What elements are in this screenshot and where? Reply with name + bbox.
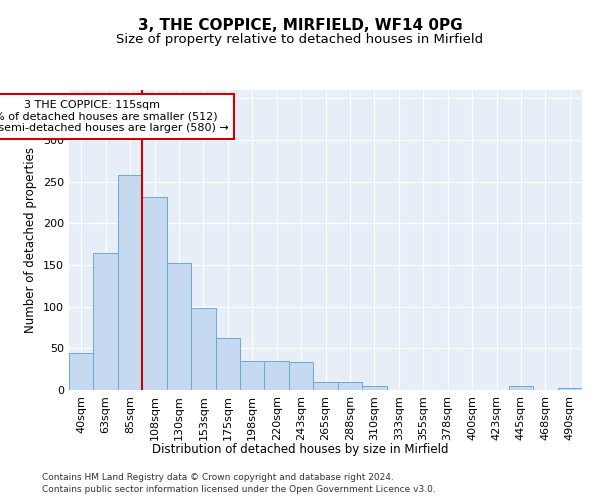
Bar xyxy=(289,362,313,390)
Bar xyxy=(313,382,338,390)
Bar xyxy=(94,252,118,390)
Text: Contains public sector information licensed under the Open Government Licence v3: Contains public sector information licen… xyxy=(42,485,436,494)
Text: Size of property relative to detached houses in Mirfield: Size of property relative to detached ho… xyxy=(116,32,484,46)
Bar xyxy=(118,175,142,390)
Text: 3, THE COPPICE, MIRFIELD, WF14 0PG: 3, THE COPPICE, MIRFIELD, WF14 0PG xyxy=(137,18,463,32)
Bar xyxy=(240,361,265,390)
Text: 3 THE COPPICE: 115sqm
← 47% of detached houses are smaller (512)
53% of semi-det: 3 THE COPPICE: 115sqm ← 47% of detached … xyxy=(0,100,229,133)
Bar xyxy=(338,382,362,390)
Bar xyxy=(191,308,215,390)
Bar xyxy=(265,361,289,390)
Y-axis label: Number of detached properties: Number of detached properties xyxy=(25,147,37,333)
Text: Contains HM Land Registry data © Crown copyright and database right 2024.: Contains HM Land Registry data © Crown c… xyxy=(42,472,394,482)
Bar xyxy=(69,354,94,390)
Bar xyxy=(509,386,533,390)
Text: Distribution of detached houses by size in Mirfield: Distribution of detached houses by size … xyxy=(152,442,448,456)
Bar xyxy=(557,388,582,390)
Bar xyxy=(167,264,191,390)
Bar xyxy=(142,196,167,390)
Bar xyxy=(362,386,386,390)
Bar xyxy=(215,338,240,390)
